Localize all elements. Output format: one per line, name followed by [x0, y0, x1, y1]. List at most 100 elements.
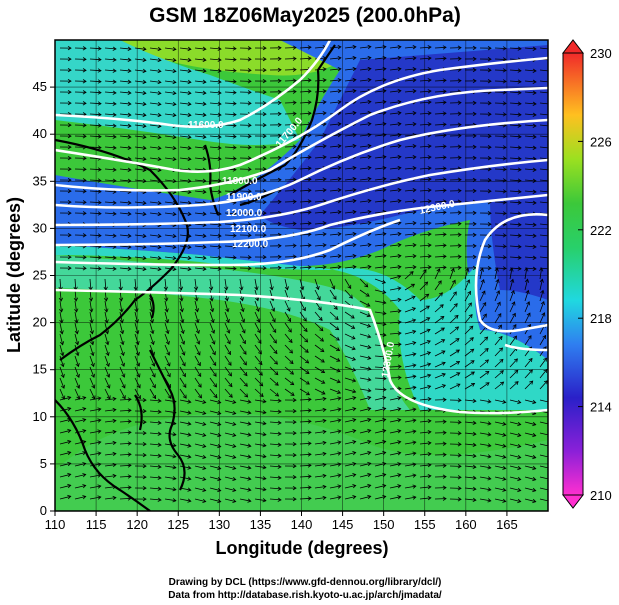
- y-tick-label: 15: [33, 362, 47, 377]
- wind-vector: [284, 47, 297, 49]
- wind-vector: [404, 46, 416, 49]
- wind-vector-head: [247, 211, 252, 216]
- wind-vector-head: [127, 79, 132, 84]
- wind-vector-head: [457, 78, 462, 83]
- wind-vector: [314, 398, 326, 401]
- wind-vector-head: [457, 188, 462, 193]
- wind-vector: [104, 256, 117, 259]
- wind-vector: [164, 146, 176, 149]
- contour-label: 11800.0: [222, 176, 258, 187]
- wind-vector-head: [225, 308, 230, 313]
- wind-vector-head: [307, 430, 312, 435]
- wind-vector: [134, 322, 139, 334]
- wind-vector: [434, 384, 446, 390]
- wind-vector: [434, 112, 447, 115]
- wind-vector-head: [442, 419, 447, 424]
- wind-vector: [104, 267, 117, 270]
- wind-vector: [419, 46, 432, 49]
- wind-vector-head: [502, 233, 507, 238]
- wind-vector-head: [470, 371, 475, 376]
- wind-vector: [299, 388, 310, 396]
- wind-vector-head: [322, 451, 327, 457]
- wind-vector: [449, 303, 458, 313]
- wind-vector: [344, 430, 356, 434]
- wind-vector-head: [322, 396, 327, 402]
- wind-vector-head: [540, 289, 545, 294]
- wind-vector: [59, 396, 71, 401]
- wind-vector: [329, 441, 341, 445]
- wind-vector-head: [187, 68, 192, 74]
- wind-vector: [359, 123, 371, 126]
- wind-vector: [509, 324, 517, 335]
- wind-vector-head: [412, 122, 417, 127]
- wind-vector-head: [367, 377, 372, 382]
- wind-vector: [494, 69, 507, 71]
- wind-vector-head: [247, 233, 252, 238]
- wind-vector: [164, 179, 176, 182]
- wind-vector: [329, 366, 341, 372]
- wind-vector-head: [157, 156, 162, 162]
- wind-vector: [299, 333, 308, 343]
- wind-vector-head: [397, 473, 402, 478]
- wind-vector: [104, 245, 117, 248]
- wind-vector: [59, 366, 65, 378]
- wind-vector: [299, 167, 312, 170]
- x-tick-label: 130: [208, 517, 230, 532]
- wind-vector-head: [213, 394, 218, 399]
- wind-vector: [509, 135, 522, 138]
- wind-vector: [389, 408, 401, 412]
- wind-vector-head: [195, 329, 200, 335]
- wind-vector: [494, 279, 499, 291]
- wind-vector: [89, 388, 96, 400]
- wind-vector-head: [67, 265, 72, 271]
- wind-vector-head: [262, 454, 267, 459]
- wind-vector-head: [367, 143, 372, 149]
- wind-vector: [374, 211, 386, 214]
- y-tick-label: 30: [33, 220, 47, 235]
- wind-vector-head: [59, 341, 65, 346]
- wind-vector: [254, 399, 266, 403]
- wind-vector-head: [90, 352, 95, 357]
- wind-vector-head: [142, 441, 147, 447]
- wind-vector-head: [262, 56, 267, 62]
- wind-vector-head: [262, 432, 267, 437]
- wind-vector: [254, 421, 266, 425]
- wind-vector-head: [97, 178, 102, 183]
- wind-vector: [119, 146, 131, 149]
- wind-vector-head: [517, 465, 522, 471]
- wind-vector: [404, 296, 416, 302]
- wind-vector-head: [157, 497, 162, 502]
- wind-vector-head: [67, 188, 72, 194]
- wind-vector: [419, 464, 431, 467]
- wind-vector-head: [412, 221, 417, 226]
- wind-vector: [539, 146, 548, 149]
- wind-vector: [404, 134, 416, 137]
- wind-vector: [419, 317, 430, 324]
- colorbar-tick-label: 214: [590, 400, 612, 415]
- wind-vector: [74, 452, 86, 456]
- wind-vector-head: [232, 432, 237, 437]
- wind-vector: [89, 113, 102, 116]
- wind-vector: [509, 256, 522, 259]
- wind-vector: [299, 475, 312, 478]
- wind-vector: [314, 366, 325, 373]
- wind-vector: [374, 244, 386, 247]
- wind-vector: [164, 322, 169, 334]
- wind-vector-head: [112, 167, 117, 172]
- wind-vector-head: [97, 462, 102, 467]
- wind-vector: [299, 278, 304, 290]
- wind-vector: [149, 256, 161, 259]
- wind-vector-head: [112, 123, 117, 128]
- wind-vector: [209, 102, 222, 105]
- wind-vector-head: [307, 210, 312, 215]
- wind-vector-head: [277, 431, 282, 436]
- wind-vector-head: [67, 122, 72, 128]
- wind-vector: [59, 473, 71, 478]
- wind-vector-head: [397, 462, 402, 467]
- wind-vector-head: [157, 57, 162, 63]
- wind-vector: [419, 305, 430, 313]
- wind-vector: [164, 58, 176, 61]
- wind-vector-head: [526, 301, 531, 306]
- wind-vector: [464, 421, 476, 424]
- wind-vector-head: [532, 46, 537, 51]
